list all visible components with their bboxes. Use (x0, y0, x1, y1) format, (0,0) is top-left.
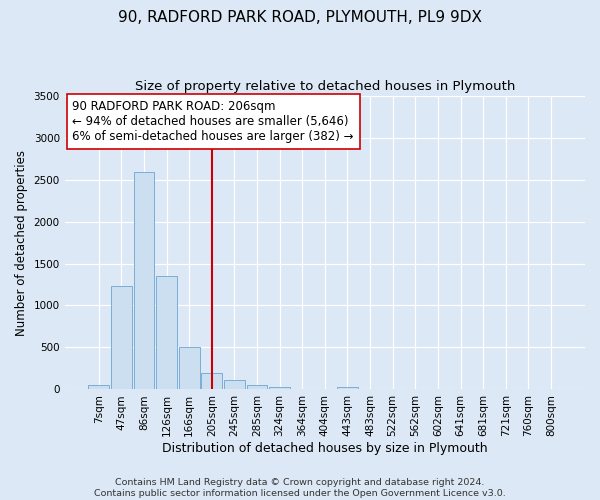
Bar (269, 387, 290, 390)
Y-axis label: Number of detached properties: Number of detached properties (15, 150, 28, 336)
Bar (179, 348, 200, 390)
Bar (88, 386, 109, 390)
Text: 90, RADFORD PARK ROAD, PLYMOUTH, PL9 9DX: 90, RADFORD PARK ROAD, PLYMOUTH, PL9 9DX (118, 10, 482, 25)
X-axis label: Distribution of detached houses by size in Plymouth: Distribution of detached houses by size … (162, 442, 488, 455)
Bar (337, 387, 358, 390)
Bar (202, 372, 222, 390)
Title: Size of property relative to detached houses in Plymouth: Size of property relative to detached ho… (134, 80, 515, 93)
Bar (111, 286, 132, 390)
Text: 90 RADFORD PARK ROAD: 206sqm
← 94% of detached houses are smaller (5,646)
6% of : 90 RADFORD PARK ROAD: 206sqm ← 94% of de… (73, 100, 354, 143)
Bar (156, 276, 177, 390)
Bar (247, 386, 268, 390)
Text: Contains HM Land Registry data © Crown copyright and database right 2024.
Contai: Contains HM Land Registry data © Crown c… (94, 478, 506, 498)
Bar (134, 172, 154, 390)
Bar (224, 380, 245, 390)
